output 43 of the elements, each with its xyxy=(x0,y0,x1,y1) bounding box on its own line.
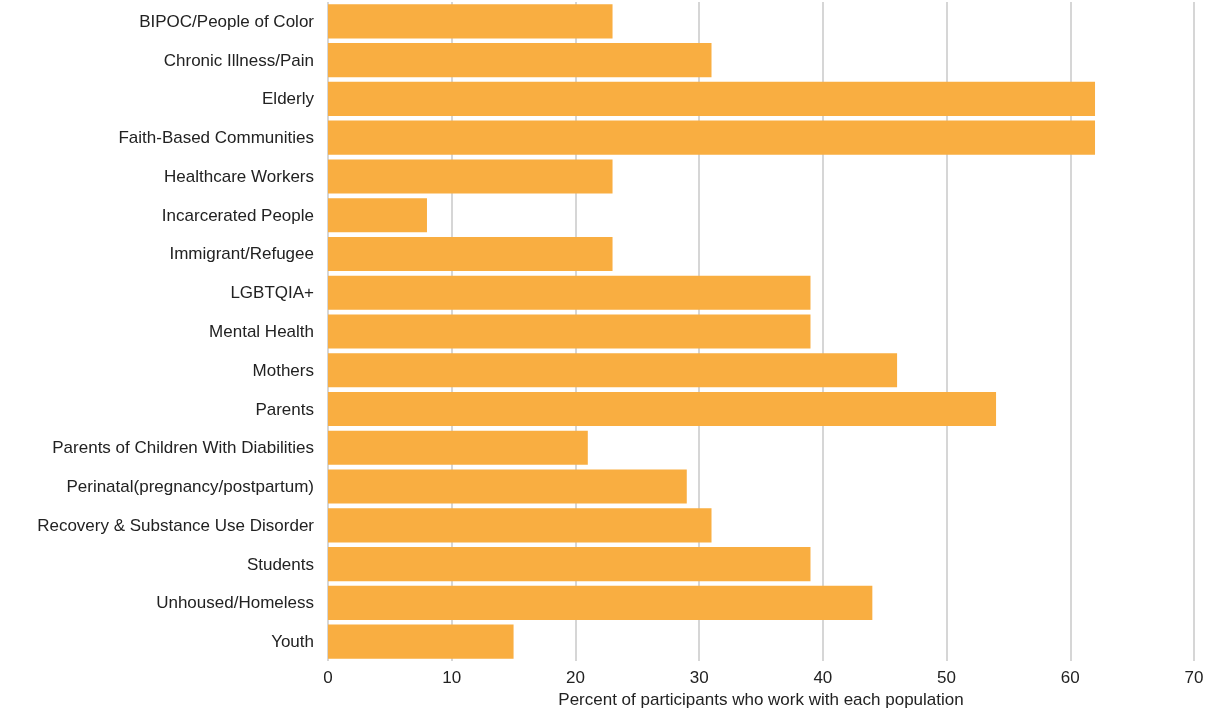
y-tick-label: Elderly xyxy=(262,89,315,109)
y-tick-label: Students xyxy=(246,554,314,574)
y-tick-label: Mental Health xyxy=(209,322,314,341)
bar xyxy=(328,547,811,582)
y-tick-label: Mothers xyxy=(252,360,314,380)
x-tick-label: 0 xyxy=(323,668,333,687)
bar xyxy=(328,585,873,620)
bar xyxy=(328,275,811,310)
y-tick-label: LGBTQIA+ xyxy=(230,283,315,303)
y-tick-label: Chronic Illness/Pain xyxy=(163,50,314,70)
bar xyxy=(328,4,613,39)
bar xyxy=(328,353,898,388)
bar xyxy=(328,198,427,233)
y-tick-label: Unhoused/Homeless xyxy=(156,593,314,613)
y-tick-label: Parents of Children With Diabilities xyxy=(52,438,314,458)
bar xyxy=(328,81,1096,116)
bar xyxy=(328,469,687,504)
bar xyxy=(328,508,712,543)
x-tick-label: 50 xyxy=(937,668,957,687)
bar xyxy=(328,43,712,78)
y-tick-label: Healthcare Workers xyxy=(164,166,314,186)
bar xyxy=(328,430,588,465)
x-tick-label: 10 xyxy=(442,668,462,687)
y-tick-label: Incarcerated People xyxy=(161,205,314,225)
y-tick-label: Perinatal(pregnancy/postpartum) xyxy=(66,477,314,497)
bar xyxy=(328,120,1096,155)
y-tick-label: Youth xyxy=(271,632,314,652)
bar xyxy=(328,159,613,194)
bar xyxy=(328,624,514,659)
bar xyxy=(328,314,811,349)
x-tick-label: 30 xyxy=(689,668,709,687)
y-tick-label: Immigrant/Refugee xyxy=(169,244,314,264)
x-tick-label: 40 xyxy=(813,668,833,687)
bar xyxy=(328,236,613,272)
x-tick-label: 70 xyxy=(1184,668,1204,687)
y-tick-label: Recovery & Substance Use Disorder xyxy=(37,515,315,535)
x-tick-label: 20 xyxy=(565,668,585,687)
y-tick-label: Faith-Based Communities xyxy=(118,128,314,148)
x-tick-label: 60 xyxy=(1060,668,1080,687)
x-axis-title: Percent of participants who work with each population xyxy=(558,689,964,709)
y-tick-label: BIPOC/People of Color xyxy=(139,11,315,31)
bar xyxy=(328,391,997,427)
y-tick-label: Parents xyxy=(255,399,314,419)
